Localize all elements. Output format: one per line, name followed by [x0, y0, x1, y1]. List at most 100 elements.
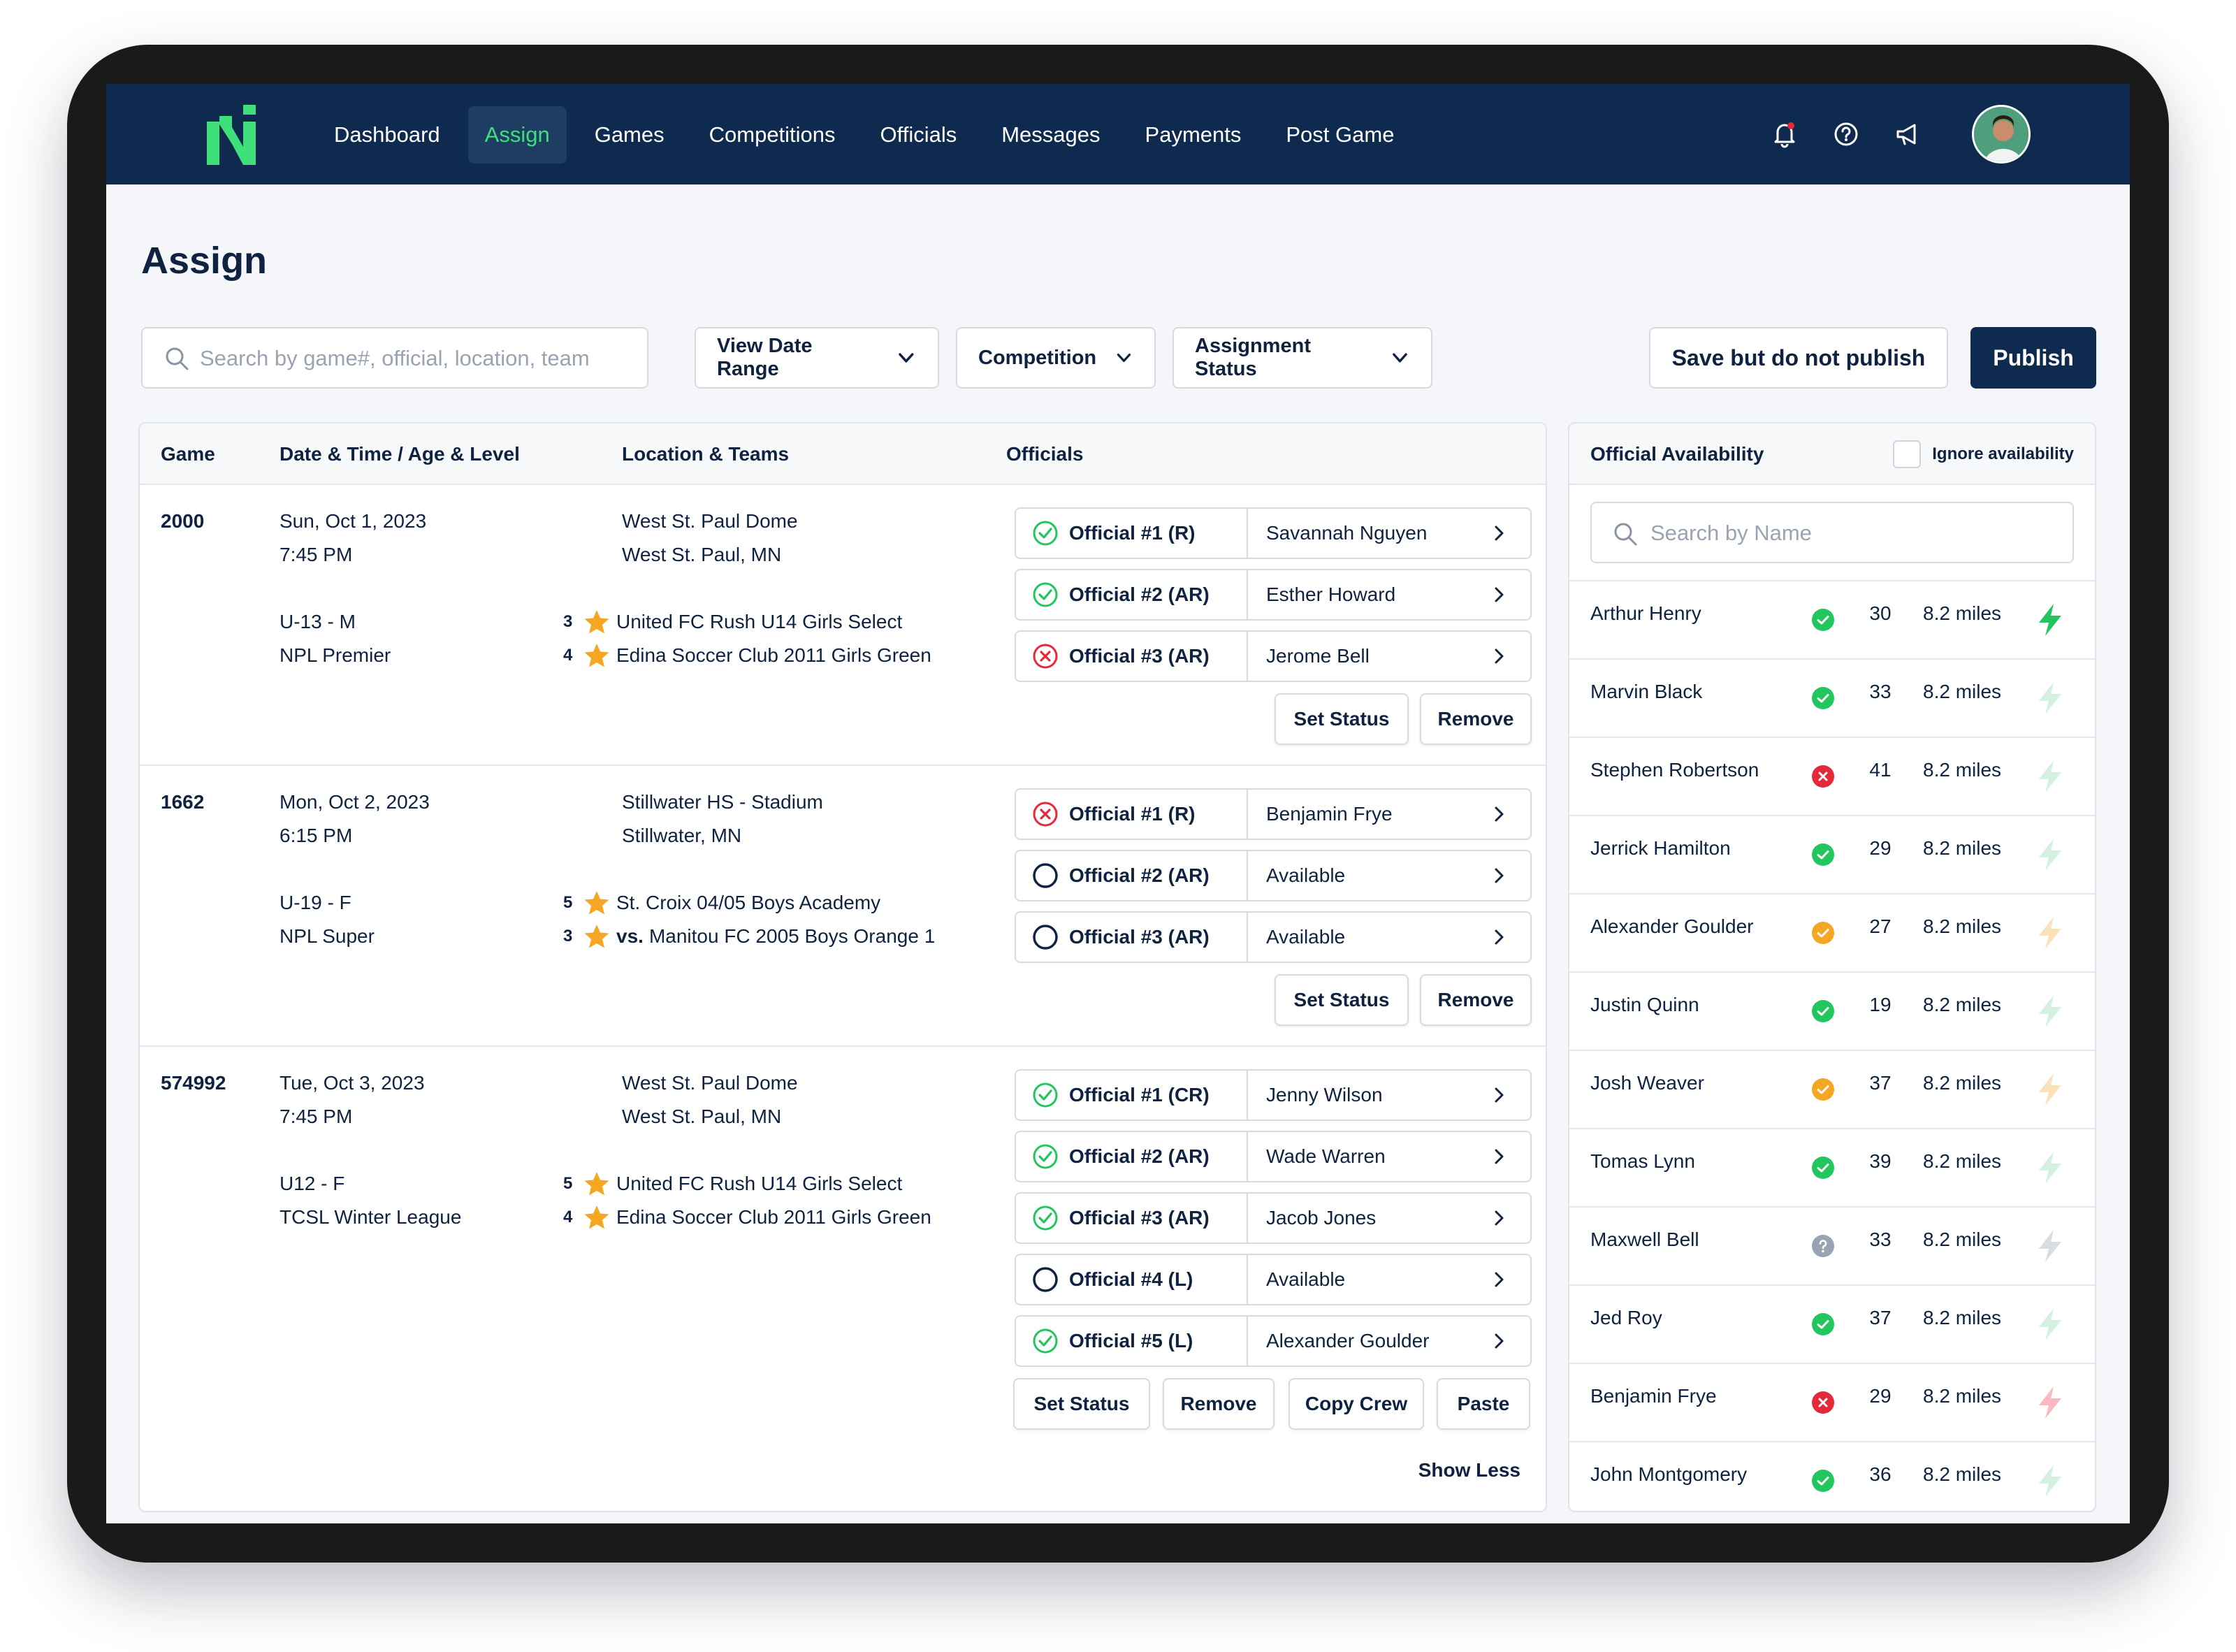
competition-dropdown[interactable]: Competition: [956, 327, 1156, 389]
copy-crew-button[interactable]: Copy Crew: [1288, 1378, 1424, 1430]
official-age: 29: [1869, 837, 1892, 859]
lightning-icon[interactable]: [2035, 759, 2066, 794]
ignore-availability-checkbox[interactable]: [1893, 440, 1922, 468]
availability-row[interactable]: Arthur Henry 30 8.2 miles: [1569, 580, 2095, 658]
official-slot[interactable]: Official #3 (AR) Jacob Jones: [1015, 1192, 1532, 1244]
megaphone-icon[interactable]: [1891, 117, 1924, 151]
official-slot[interactable]: Official #3 (AR) Jerome Bell: [1015, 630, 1532, 682]
official-slot[interactable]: Official #2 (AR) Available: [1015, 850, 1532, 901]
team-line: 4 Edina Soccer Club 2011 Girls Green: [563, 639, 931, 672]
official-age: 33: [1869, 1229, 1892, 1250]
availability-row[interactable]: Marvin Black 33 8.2 miles: [1569, 658, 2095, 737]
official-slot[interactable]: Official #4 (L) Available: [1015, 1254, 1532, 1305]
official-slot[interactable]: Official #5 (L) Alexander Goulder: [1015, 1315, 1532, 1367]
official-slot[interactable]: Official #1 (CR) Jenny Wilson: [1015, 1069, 1532, 1121]
search-input[interactable]: [200, 340, 633, 377]
team-name[interactable]: United FC Rush U14 Girls Select: [616, 1173, 903, 1194]
lightning-icon[interactable]: [2035, 1229, 2066, 1263]
official-slot[interactable]: Official #3 (AR) Available: [1015, 911, 1532, 963]
chevron-right-icon: [1488, 1208, 1509, 1229]
divider: [1247, 1254, 1248, 1305]
lightning-icon[interactable]: [2035, 681, 2066, 716]
game-city: Stillwater, MN: [622, 825, 742, 846]
team-name[interactable]: Edina Soccer Club 2011 Girls Green: [616, 1206, 931, 1228]
set-status-button[interactable]: Set Status: [1013, 1378, 1150, 1430]
assignment-status-dropdown[interactable]: Assignment Status: [1173, 327, 1432, 389]
availability-row[interactable]: Justin Quinn 19 8.2 miles: [1569, 971, 2095, 1050]
lightning-icon[interactable]: [2035, 837, 2066, 872]
nav-item-competitions[interactable]: Competitions: [709, 122, 836, 147]
lightning-icon[interactable]: [2035, 1072, 2066, 1107]
lightning-icon[interactable]: [2035, 1385, 2066, 1420]
team-name[interactable]: Edina Soccer Club 2011 Girls Green: [616, 644, 931, 666]
nav-item-dashboard[interactable]: Dashboard: [334, 122, 440, 147]
remove-button[interactable]: Remove: [1420, 693, 1532, 745]
nav-item-officials[interactable]: Officials: [880, 122, 957, 147]
official-slot[interactable]: Official #2 (AR) Esther Howard: [1015, 569, 1532, 621]
set-status-button[interactable]: Set Status: [1275, 693, 1409, 745]
help-icon[interactable]: [1829, 117, 1863, 151]
name-search-input[interactable]: [1650, 514, 2056, 552]
availability-row[interactable]: Benjamin Frye 29 8.2 miles: [1569, 1363, 2095, 1441]
set-status-button[interactable]: Set Status: [1275, 974, 1409, 1026]
availability-row[interactable]: Jed Roy 37 8.2 miles: [1569, 1284, 2095, 1363]
available-check-icon: [1811, 686, 1835, 710]
user-avatar[interactable]: [1972, 105, 2031, 164]
availability-row[interactable]: Jerrick Hamilton 29 8.2 miles: [1569, 815, 2095, 893]
game-age-group: U-19 - F: [280, 892, 351, 913]
bell-icon[interactable]: [1768, 117, 1801, 151]
nav-item-post-game[interactable]: Post Game: [1286, 122, 1395, 147]
nav-item-games[interactable]: Games: [594, 122, 665, 147]
check-circle-icon: [1031, 1081, 1059, 1109]
ignore-availability-toggle[interactable]: Ignore availability: [1893, 440, 2074, 468]
nav-item-assign[interactable]: Assign: [467, 106, 567, 164]
official-role: Official #3 (AR): [1069, 645, 1210, 667]
publish-button[interactable]: Publish: [1970, 327, 2096, 389]
nav-item-payments[interactable]: Payments: [1145, 122, 1242, 147]
availability-row[interactable]: Alexander Goulder 27 8.2 miles: [1569, 893, 2095, 971]
remove-button[interactable]: Remove: [1420, 974, 1532, 1026]
name-search-field[interactable]: [1590, 502, 2074, 563]
column-header-date: Date & Time / Age & Level: [280, 443, 520, 465]
availability-row[interactable]: Tomas Lynn 39 8.2 miles: [1569, 1128, 2095, 1206]
lightning-icon[interactable]: [2035, 994, 2066, 1029]
official-distance: 8.2 miles: [1923, 1385, 2002, 1407]
save-draft-button[interactable]: Save but do not publish: [1649, 327, 1948, 389]
date-range-dropdown[interactable]: View Date Range: [695, 327, 939, 389]
game-number: 574992: [161, 1072, 226, 1094]
show-less-link[interactable]: Show Less: [1418, 1459, 1520, 1481]
official-role: Official #1 (R): [1069, 803, 1196, 825]
official-slot[interactable]: Official #1 (R) Benjamin Frye: [1015, 788, 1532, 840]
paste-button[interactable]: Paste: [1437, 1378, 1530, 1430]
team-name[interactable]: Manitou FC 2005 Boys Orange 1: [648, 925, 936, 947]
official-slot[interactable]: Official #2 (AR) Wade Warren: [1015, 1131, 1532, 1182]
official-slot[interactable]: Official #1 (R) Savannah Nguyen: [1015, 507, 1532, 559]
game-city: West St. Paul, MN: [622, 1106, 782, 1127]
game-row: 574992 Tue, Oct 3, 2023 7:45 PM U12 - F TCSL…: [140, 1047, 1546, 1511]
team-name[interactable]: United FC Rush U14 Girls Select: [616, 611, 903, 632]
lightning-icon[interactable]: [2035, 602, 2066, 637]
official-age: 37: [1869, 1307, 1892, 1328]
logo-icon: [207, 105, 256, 165]
game-age-group: U12 - F: [280, 1173, 345, 1194]
lightning-icon[interactable]: [2035, 1150, 2066, 1185]
availability-row[interactable]: John Montgomery 36 8.2 miles: [1569, 1441, 2095, 1511]
official-name: Tomas Lynn: [1590, 1150, 1695, 1172]
team-name[interactable]: St. Croix 04/05 Boys Academy: [616, 892, 881, 913]
availability-row[interactable]: Josh Weaver 37 8.2 miles: [1569, 1050, 2095, 1128]
lightning-icon[interactable]: [2035, 1463, 2066, 1498]
official-availability-panel: Official Availability Ignore availabilit…: [1568, 422, 2096, 1512]
official-name: Josh Weaver: [1590, 1072, 1704, 1094]
official-age: 30: [1869, 602, 1892, 624]
availability-row[interactable]: Stephen Robertson 41 8.2 miles: [1569, 737, 2095, 815]
remove-button[interactable]: Remove: [1163, 1378, 1275, 1430]
nav-item-messages[interactable]: Messages: [1001, 122, 1101, 147]
game-search-field[interactable]: [141, 327, 648, 389]
lightning-icon[interactable]: [2035, 1307, 2066, 1342]
game-date: Tue, Oct 3, 2023: [280, 1072, 425, 1094]
availability-row[interactable]: Maxwell Bell 33 8.2 miles: [1569, 1206, 2095, 1284]
official-name: Stephen Robertson: [1590, 759, 1759, 781]
lightning-icon[interactable]: [2035, 915, 2066, 950]
team-line: 5 United FC Rush U14 Girls Select: [563, 1167, 902, 1201]
available-check-icon: [1811, 1156, 1835, 1180]
